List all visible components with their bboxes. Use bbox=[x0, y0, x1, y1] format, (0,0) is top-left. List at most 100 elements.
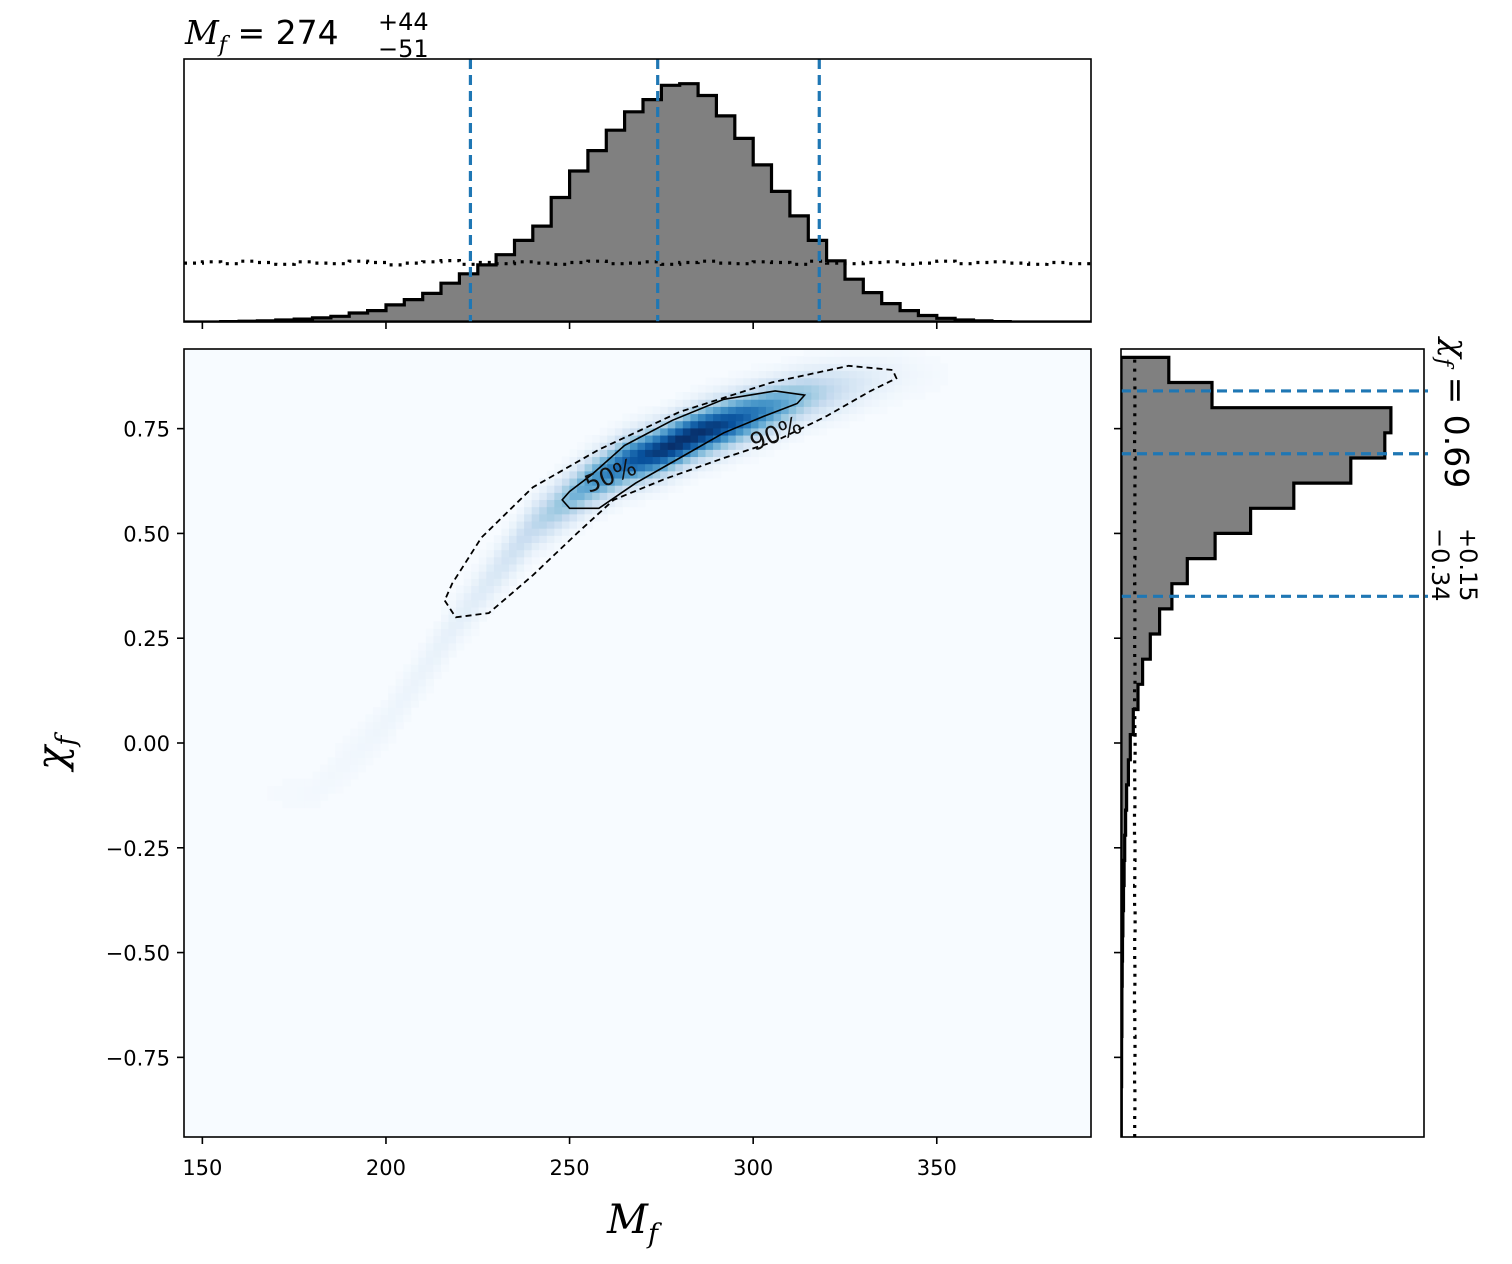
heatmap-cell bbox=[584, 463, 593, 472]
heatmap-cell bbox=[592, 463, 601, 472]
contour-90pct bbox=[443, 364, 898, 619]
heatmap-cell bbox=[342, 771, 351, 780]
heatmap-cell bbox=[592, 477, 601, 486]
heatmap-cell bbox=[629, 420, 639, 429]
heatmap-cell bbox=[463, 621, 472, 629]
heatmap-cell bbox=[735, 377, 744, 386]
heatmap-cell bbox=[886, 384, 896, 393]
heatmap-cell bbox=[765, 434, 775, 443]
heatmap-cell bbox=[350, 771, 359, 780]
heatmap-cell bbox=[335, 757, 344, 766]
heatmap-cell bbox=[267, 793, 276, 801]
heatmap-cell bbox=[675, 399, 684, 407]
heatmap-cell bbox=[841, 384, 850, 393]
heatmap-cell bbox=[713, 391, 722, 400]
heatmap-cell bbox=[531, 520, 540, 529]
heatmap-cell bbox=[425, 657, 435, 665]
heatmap-cell bbox=[312, 771, 321, 780]
heatmap-cell bbox=[524, 492, 533, 501]
heatmap-cell bbox=[388, 714, 397, 723]
heatmap-cell bbox=[607, 434, 616, 443]
heatmap-cell bbox=[697, 413, 707, 422]
heatmap-cell bbox=[728, 413, 737, 422]
heatmap-cell bbox=[546, 549, 555, 558]
heatmap-cell bbox=[440, 664, 450, 672]
heatmap-cell bbox=[335, 750, 344, 758]
heatmap-cell bbox=[456, 614, 465, 622]
heatmap-cell bbox=[667, 434, 676, 443]
heatmap-cell bbox=[592, 456, 601, 465]
heatmap-cell bbox=[554, 513, 563, 522]
top-prior-path bbox=[184, 259, 1091, 267]
heatmap-cell bbox=[735, 399, 744, 407]
heatmap-cell bbox=[645, 434, 654, 443]
heatmap-cell bbox=[894, 363, 903, 372]
heatmap-cell bbox=[660, 456, 669, 465]
heatmap-cell bbox=[811, 349, 820, 357]
heatmap-cell bbox=[667, 449, 676, 458]
heatmap-cell bbox=[456, 599, 465, 608]
heatmap-cell bbox=[728, 449, 737, 458]
heatmap-cell bbox=[705, 420, 714, 429]
heatmap-cell bbox=[758, 420, 767, 429]
heatmap-cell bbox=[425, 628, 435, 637]
right-stat-plus: +0.15 bbox=[1454, 528, 1482, 602]
heatmap-cell bbox=[758, 391, 767, 400]
right-marginal-panel: χf = 0.69 +0.15 −0.34 bbox=[1114, 336, 1482, 1138]
heatmap-cell bbox=[501, 592, 510, 601]
heatmap-cell bbox=[660, 492, 669, 501]
heatmap-cell bbox=[410, 678, 419, 687]
heatmap-cell bbox=[713, 449, 722, 458]
heatmap-cell bbox=[546, 499, 555, 508]
heatmap-cell bbox=[849, 356, 858, 364]
heatmap-cell bbox=[834, 384, 843, 393]
heatmap-cell bbox=[448, 621, 457, 629]
heatmap-cell bbox=[645, 442, 654, 450]
top-x-ticks bbox=[201, 322, 938, 329]
heatmap-cell bbox=[592, 470, 601, 479]
heatmap-cell bbox=[841, 377, 850, 386]
heatmap-cell bbox=[871, 399, 880, 407]
heatmap-cell bbox=[456, 635, 465, 644]
x-axis-ticks: 150 200 250 300 350 bbox=[182, 1137, 957, 1180]
heatmap-cell bbox=[372, 714, 382, 723]
heatmap-cell bbox=[834, 377, 843, 386]
heatmap-cell bbox=[773, 384, 782, 393]
heatmap-cell bbox=[781, 442, 790, 450]
heatmap-cell bbox=[917, 356, 926, 364]
heatmap-cell bbox=[682, 399, 692, 407]
heatmap-cell bbox=[607, 456, 616, 465]
heatmap-cell bbox=[909, 391, 918, 400]
heatmap-cell bbox=[826, 349, 835, 357]
heatmap-cell bbox=[856, 370, 865, 379]
top-marginal-panel: Mf = 274 +44 −51 bbox=[183, 8, 1092, 329]
heatmap-cell bbox=[652, 470, 661, 479]
heatmap-cell bbox=[297, 778, 306, 787]
heatmap-cell bbox=[539, 542, 548, 551]
heatmap-cell bbox=[879, 377, 888, 386]
heatmap-cell bbox=[471, 614, 480, 622]
heatmap-cell bbox=[425, 685, 435, 694]
heatmap-cell bbox=[478, 578, 487, 586]
heatmap-cell bbox=[690, 449, 699, 458]
heatmap-cell bbox=[577, 456, 586, 465]
heatmap-cell bbox=[705, 463, 714, 472]
heatmap-cell bbox=[811, 391, 820, 400]
heatmap-cell bbox=[841, 420, 850, 429]
heatmap-cell bbox=[569, 470, 578, 479]
heatmap-cell bbox=[493, 542, 503, 551]
heatmap-cell bbox=[569, 456, 578, 465]
heatmap-cell bbox=[645, 449, 654, 458]
heatmap-cell bbox=[569, 506, 578, 515]
heatmap-cell bbox=[886, 349, 896, 357]
heatmap-cell bbox=[803, 356, 812, 364]
heatmap-cell bbox=[561, 535, 571, 544]
heatmap-cell bbox=[773, 413, 782, 422]
heatmap-cell bbox=[652, 413, 661, 422]
heatmap-cell bbox=[834, 391, 843, 400]
heatmap-cell bbox=[448, 606, 457, 615]
heatmap-cell bbox=[493, 578, 503, 586]
heatmap-cell bbox=[788, 356, 797, 364]
heatmap-cell bbox=[796, 370, 805, 379]
heatmap-cell bbox=[501, 549, 510, 558]
